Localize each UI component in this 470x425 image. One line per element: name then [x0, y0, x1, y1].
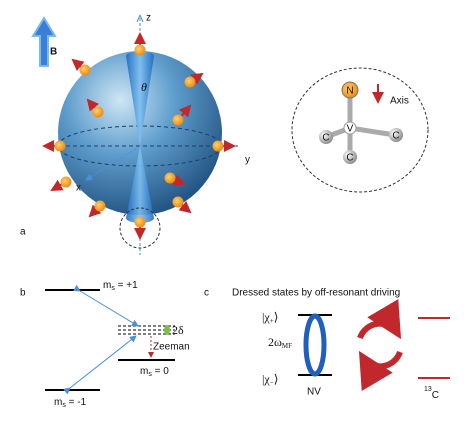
transition-arrow — [73, 284, 139, 327]
nucleus-label: 13C — [424, 386, 439, 401]
spin — [184, 76, 196, 88]
zeeman-label: Zeeman — [153, 342, 190, 353]
defect-outline — [291, 67, 429, 193]
rotation-arrow — [357, 299, 402, 340]
carbon-atom — [389, 128, 403, 142]
axis-label: Axis — [390, 96, 409, 107]
upper-state: |χ+⟩ — [262, 310, 278, 325]
panel-label: b — [20, 288, 26, 299]
transition-arrow — [63, 335, 137, 395]
nv-label: NV — [307, 387, 321, 398]
carbon-label: C — [392, 131, 399, 142]
spin — [134, 44, 146, 56]
carbon-atom — [343, 150, 357, 164]
z-label: z — [146, 13, 151, 24]
spin — [164, 172, 176, 184]
spin — [92, 106, 104, 118]
spin — [212, 140, 224, 152]
spins — [42, 32, 236, 240]
splitting-marker — [164, 325, 170, 335]
spin — [79, 64, 91, 76]
vacancy — [343, 121, 357, 135]
spin — [172, 196, 184, 208]
lower-cone — [126, 146, 154, 223]
panel-label: a — [20, 227, 26, 238]
panel-a: B z y x θ a N V C C C Axis — [20, 13, 429, 255]
x-axis — [85, 145, 141, 181]
field-arrow — [31, 16, 57, 67]
rotation-arrow — [358, 350, 403, 391]
y-label: y — [245, 155, 250, 166]
spin — [134, 216, 146, 228]
frequency-label: 2ωMF — [268, 335, 292, 350]
spin — [172, 114, 184, 126]
spin — [54, 140, 66, 152]
nitrogen-label: N — [346, 86, 353, 97]
level-label: ms = 0 — [140, 366, 169, 378]
nv-oscillation — [303, 313, 327, 377]
panel-title: Dressed states by off-resonant driving — [232, 288, 400, 299]
carbon-atom — [319, 130, 333, 144]
highlight-circle — [119, 207, 161, 249]
vacancy-label: V — [347, 124, 354, 135]
carbon-label: C — [346, 153, 353, 164]
spin — [60, 176, 72, 188]
panel-c: c Dressed states by off-resonant driving… — [204, 288, 450, 401]
panel-label: c — [204, 288, 209, 299]
field-label: B — [50, 47, 57, 58]
nitrogen-atom — [341, 81, 359, 99]
z-arrowhead — [136, 14, 144, 23]
level-label: ms = -1 — [54, 397, 87, 409]
x-label: x — [76, 183, 81, 194]
bonds — [323, 89, 398, 159]
spin — [94, 200, 106, 212]
carbon-label: C — [322, 133, 329, 144]
upper-cone — [126, 51, 154, 146]
angle-label: θ — [141, 80, 147, 94]
level-label: ms = +1 — [103, 280, 138, 292]
splitting-label: 2δ — [172, 323, 184, 337]
lower-state: |χ−⟩ — [262, 372, 278, 387]
panel-b: b 2δ Zeeman ms = +1 ms = 0 ms = -1 — [20, 280, 190, 409]
